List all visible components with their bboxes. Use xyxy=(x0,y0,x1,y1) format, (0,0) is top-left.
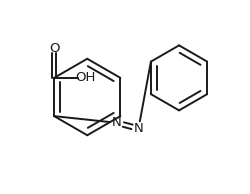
Text: N: N xyxy=(133,122,143,135)
Text: O: O xyxy=(49,42,59,55)
Text: N: N xyxy=(112,116,121,129)
Text: OH: OH xyxy=(75,71,95,84)
